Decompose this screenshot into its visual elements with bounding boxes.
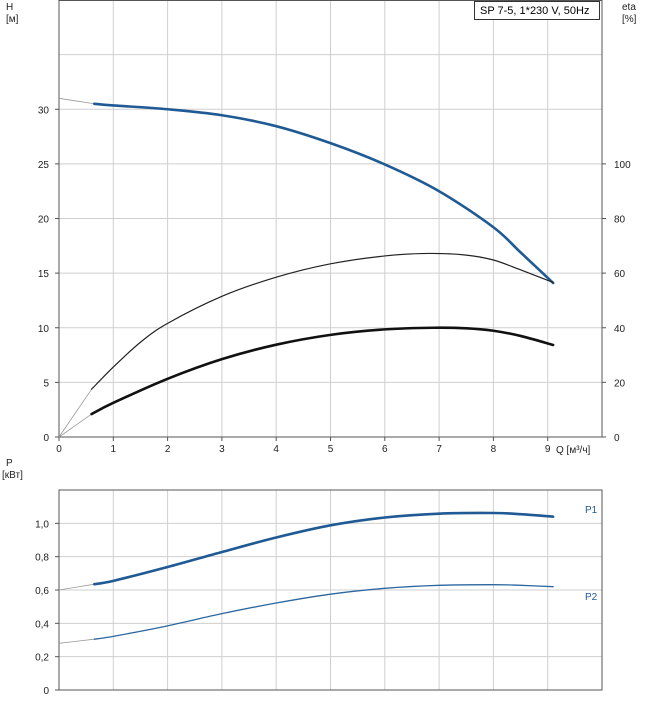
chart-title-box: SP 7-5, 1*230 V, 50Hz [474,1,600,20]
grid-top [58,0,603,438]
y-left-tick-label: 20 [38,215,50,226]
y-left-tick-label: 30 [38,105,50,116]
x-tick-label: 9 [545,444,551,455]
curve-power-p2 [93,584,554,640]
y-left-tick-label: 0 [43,433,49,444]
grid-bottom [58,489,603,691]
y-right-label-top: eta [622,2,636,13]
y-left-label-unit: [м] [6,14,19,25]
series-label-p2: P2 [585,592,598,603]
curve-extension-power-0 [58,583,95,591]
y-left-tick-label: 25 [38,160,50,171]
power-label-unit: [кВт] [2,470,23,481]
x-tick-label: 7 [436,444,442,455]
y-right-tick-label: 60 [614,269,626,280]
curve-top-0 [93,102,555,285]
power-tick-label: 0,4 [35,619,49,630]
x-tick-label: 6 [382,444,388,455]
y-left-tick-label: 5 [43,378,49,389]
curve-top-2 [90,326,555,416]
y-right-tick-label: 40 [614,324,626,335]
curve-extension-top-1 [58,388,92,438]
y-left-label-top: H [6,2,13,13]
x-tick-label: 1 [111,444,117,455]
y-right-tick-label: 20 [614,378,626,389]
curve-extension-top-0 [58,97,95,105]
x-tick-label: 5 [328,444,334,455]
x-tick-label: 3 [219,444,225,455]
y-right-tick-label: 100 [614,160,631,171]
power-label-top: P [6,458,13,469]
y-left-tick-label: 15 [38,269,50,280]
x-tick-label: 8 [491,444,497,455]
y-left-tick-label: 10 [38,324,50,335]
axis-labels: H [м] eta [%] Q [м³/ч] P [кВт] P1 P2 0 1 2… [2,2,637,697]
curve-power-p1 [93,511,555,586]
series-label-p1: P1 [585,505,598,516]
y-right-tick-label: 80 [614,215,626,226]
power-tick-label: 0,6 [35,586,49,597]
y-right-label-unit: [%] [622,14,637,25]
x-tick-label: 2 [165,444,171,455]
power-tick-label: 0,2 [35,653,49,664]
x-tick-label: 0 [56,444,62,455]
curves [58,97,555,644]
curve-extension-top-2 [58,413,92,438]
power-tick-label: 0 [43,686,49,697]
x-tick-label: 4 [273,444,279,455]
y-right-tick-label: 0 [614,433,620,444]
x-axis-label: Q [м³/ч] [556,445,591,456]
power-tick-label: 0,8 [35,553,49,564]
curve-extension-power-1 [58,638,95,644]
curve-top-1 [90,252,554,390]
power-tick-label: 1,0 [35,519,49,530]
